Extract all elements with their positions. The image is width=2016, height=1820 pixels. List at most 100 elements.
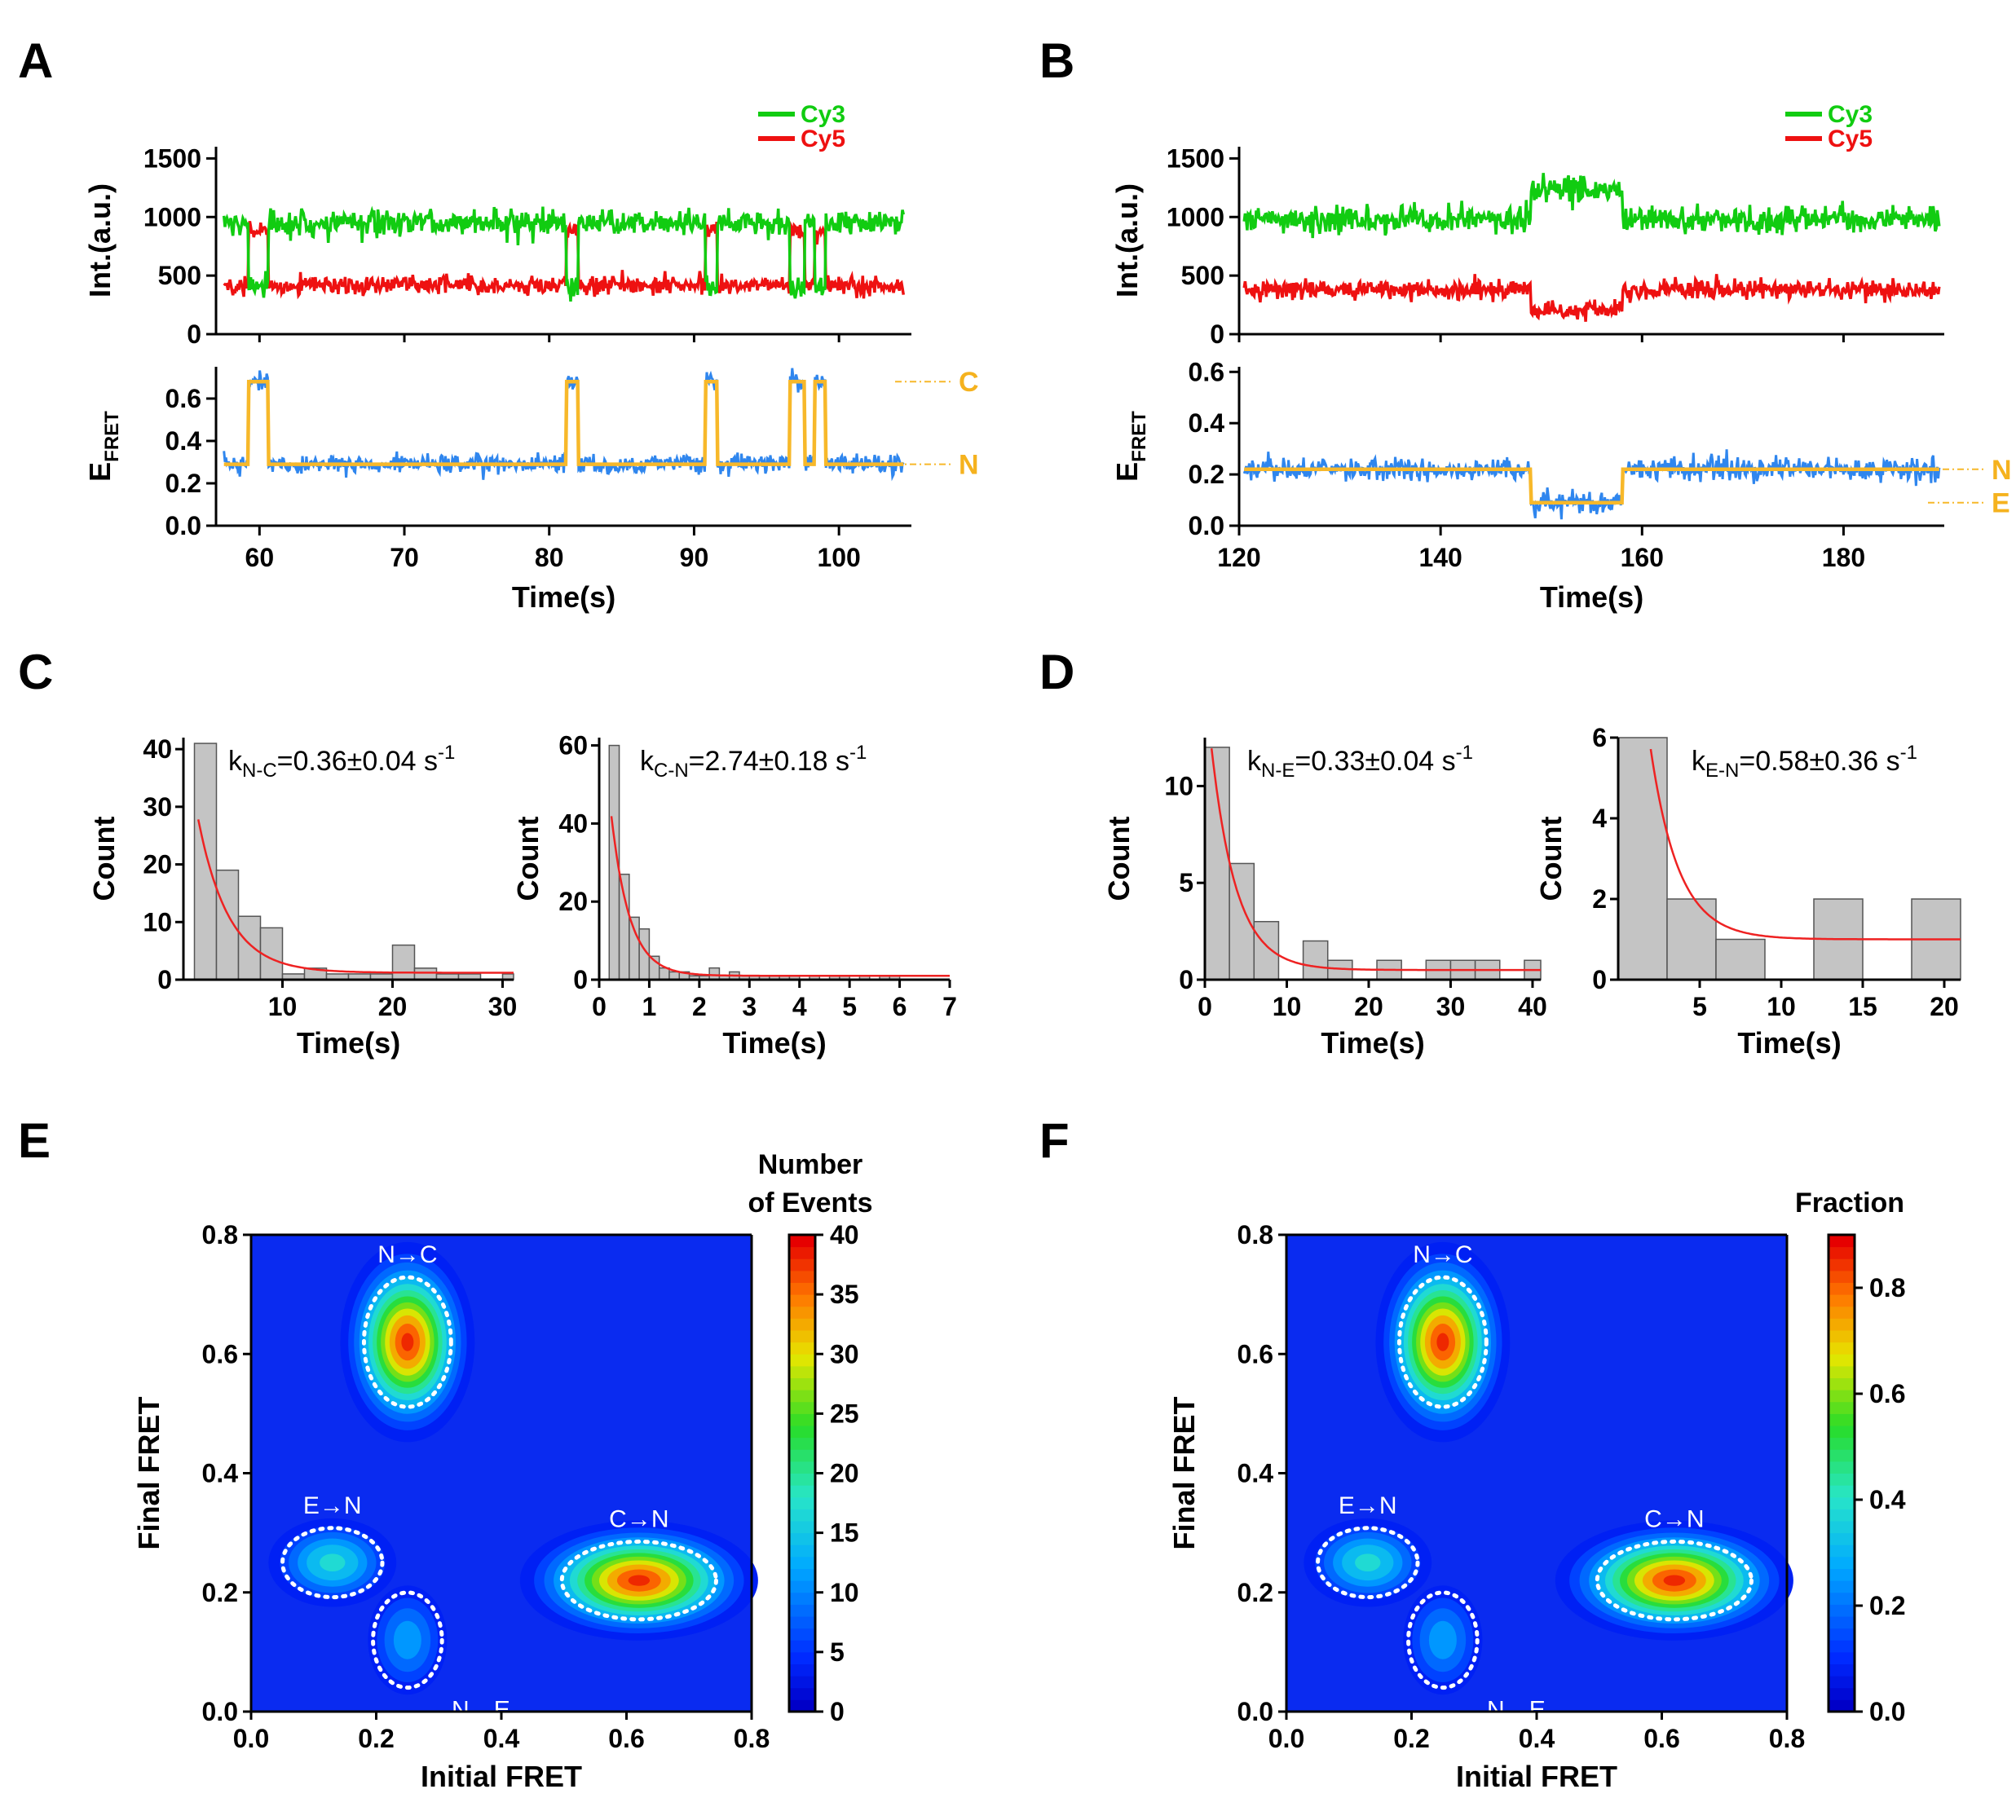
a-int-ytick-label: 500 — [158, 261, 201, 290]
b-xtick-label: 120 — [1217, 543, 1260, 572]
panel-label-d: D — [1039, 645, 1074, 699]
f-density-contour — [1428, 1620, 1457, 1659]
d2-xlabel: Time(s) — [1737, 1026, 1841, 1060]
e-colorbar-step — [789, 1270, 815, 1283]
c1-xtick-label: 30 — [488, 992, 518, 1021]
e-colorbar-tick-label: 35 — [830, 1280, 859, 1309]
f-colorbar-step — [1829, 1521, 1855, 1534]
d2-rate-value: =0.58±0.36 s — [1739, 746, 1899, 777]
d2-xtick-label: 15 — [1848, 992, 1877, 1021]
d2-fit-curve — [1649, 748, 1961, 941]
f-colorbar-tick-label: 0.0 — [1869, 1697, 1905, 1726]
e-cluster-outline — [559, 1539, 718, 1622]
e-density-contour — [401, 1333, 414, 1351]
f-ytick-label: 0.2 — [1237, 1578, 1273, 1607]
f-cluster-outline — [1396, 1275, 1489, 1409]
b-fret-ylabel-sub: FRET — [1128, 411, 1150, 462]
d1-rate-k: k — [1247, 746, 1262, 777]
d1-fit-curve — [1210, 748, 1541, 972]
e-cluster-outline — [361, 1275, 453, 1409]
f-colorbar-step — [1829, 1640, 1855, 1653]
c1-ytick-label: 0 — [157, 965, 172, 994]
f-xtick-label: 0.4 — [1519, 1724, 1555, 1753]
c1-bar — [413, 967, 438, 981]
a-legend-cy5: Cy5 — [801, 126, 845, 152]
d1-rate-sub: N-E — [1261, 760, 1295, 782]
e-colorbar-step — [789, 1687, 815, 1700]
panel-label-a: A — [18, 33, 53, 88]
e-colorbar-title-2: of Events — [748, 1188, 872, 1218]
e-density-contour — [628, 1575, 651, 1586]
e-colorbar-step — [789, 1318, 815, 1331]
f-cluster-label: C→N — [1644, 1505, 1704, 1532]
c2-xtick-label: 5 — [842, 992, 857, 1021]
c2-bar — [658, 967, 670, 981]
b-int-ylabel: Int.(a.u.) — [1110, 183, 1144, 297]
a-fret-ytick-label: 0.4 — [165, 426, 202, 456]
f-colorbar-step — [1829, 1437, 1855, 1450]
a-xtick-label: 70 — [390, 543, 419, 572]
e-xtick-label: 0.0 — [233, 1724, 269, 1753]
e-colorbar-step — [789, 1437, 815, 1450]
d2-xtick-label: 10 — [1767, 992, 1796, 1021]
f-colorbar-step — [1829, 1651, 1855, 1664]
e-colorbar-step — [789, 1282, 815, 1295]
c1-rate-value: =0.36±0.04 s — [277, 746, 438, 777]
c1-ytick-label: 30 — [143, 792, 172, 822]
b-fret-ytick-label: 0.4 — [1189, 408, 1225, 438]
f-colorbar-step — [1829, 1580, 1855, 1593]
e-colorbar-step — [789, 1330, 815, 1343]
c1-rate-sub: N-C — [242, 760, 277, 782]
f-colorbar-step — [1829, 1676, 1855, 1689]
a-fret-ylabel: EFRET — [83, 411, 123, 482]
e-cluster-label: C→N — [609, 1505, 668, 1532]
a-state-label: C — [959, 367, 979, 398]
d2-rate-sub: E-N — [1705, 760, 1739, 782]
d1-rate-sup: -1 — [1456, 742, 1473, 764]
e-colorbar-step — [789, 1640, 815, 1653]
a-legend-cy3: Cy3 — [801, 101, 845, 128]
f-colorbar-step — [1829, 1687, 1855, 1700]
e-colorbar-tick-label: 10 — [830, 1578, 859, 1607]
b-xtick-label: 140 — [1418, 543, 1462, 572]
c2-bar — [708, 967, 721, 981]
e-colorbar-step — [789, 1568, 815, 1581]
a-cy3-trace — [222, 205, 906, 302]
e-colorbar-step — [789, 1616, 815, 1629]
a-xtick-label: 90 — [680, 543, 709, 572]
d2-bar — [1666, 898, 1717, 981]
e-cluster-0 — [340, 1241, 475, 1443]
e-colorbar-step — [789, 1354, 815, 1367]
f-colorbar-step — [1829, 1496, 1855, 1509]
e-ytick-label: 0.8 — [202, 1220, 238, 1249]
d2-xtick-label: 20 — [1930, 992, 1959, 1021]
c2-bar — [629, 916, 640, 981]
f-colorbar-step — [1829, 1282, 1855, 1295]
e-colorbar-step — [789, 1676, 815, 1689]
d1-rate-title: kN-E=0.33±0.04 s-1 — [1247, 742, 1473, 782]
c2-ylabel: Count — [511, 817, 545, 901]
panel-label-c: C — [18, 645, 53, 699]
c1-ylabel: Count — [87, 817, 121, 901]
e-colorbar-step — [789, 1365, 815, 1378]
d1-rate-value: =0.33±0.04 s — [1295, 746, 1455, 777]
b-fret-ylabel: EFRET — [1110, 411, 1150, 482]
f-cluster-label: E→N — [1339, 1492, 1397, 1519]
d2-ylabel: Count — [1534, 817, 1568, 901]
f-colorbar-step — [1829, 1628, 1855, 1641]
c2-bar — [618, 873, 630, 981]
c1-ytick-label: 10 — [143, 907, 172, 936]
c2-rate-value: =2.74±0.18 s — [689, 746, 849, 777]
f-colorbar-step — [1829, 1306, 1855, 1319]
f-colorbar-step — [1829, 1294, 1855, 1307]
e-ytick-label: 0.4 — [202, 1459, 239, 1488]
b-state-label: N — [1992, 455, 2012, 486]
a-xtick-label: 100 — [817, 543, 860, 572]
d2-bar — [1715, 938, 1766, 981]
b-int-ytick-label: 1000 — [1167, 202, 1224, 231]
f-ylabel: Final FRET — [1167, 1396, 1201, 1549]
d2-bar — [1617, 737, 1668, 981]
c1-bar — [237, 915, 262, 981]
e-ylabel: Final FRET — [132, 1396, 165, 1549]
